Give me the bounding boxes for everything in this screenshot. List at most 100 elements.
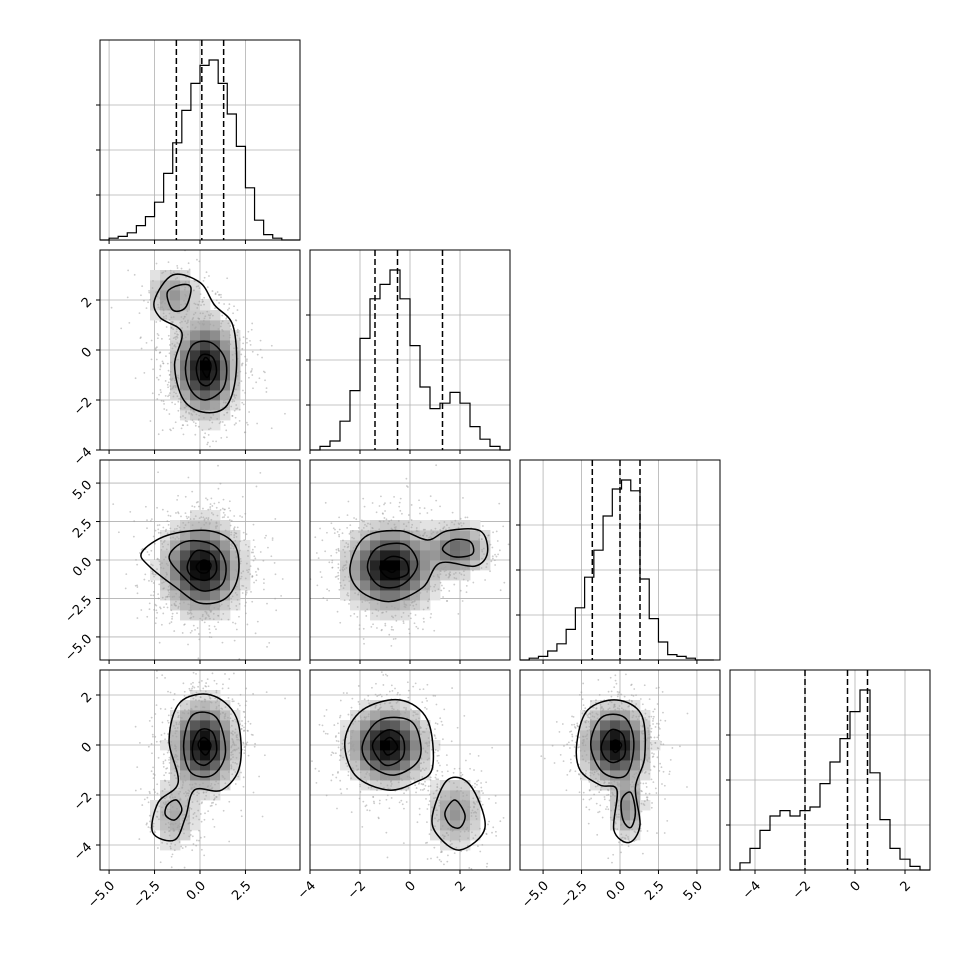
sample-point: [328, 589, 331, 592]
sample-point: [434, 589, 437, 592]
sample-point: [164, 395, 167, 397]
sample-point: [205, 517, 208, 520]
sample-point: [411, 523, 414, 526]
sample-point: [175, 723, 178, 726]
density-cell: [400, 560, 411, 571]
sample-point: [340, 584, 342, 587]
sample-point: [412, 714, 415, 717]
sample-point: [181, 389, 184, 391]
sample-point: [161, 841, 164, 844]
sample-point: [215, 706, 218, 708]
sample-point: [156, 337, 159, 340]
sample-point: [426, 683, 429, 686]
sample-point: [246, 623, 249, 626]
sample-point: [606, 805, 608, 808]
sample-point: [252, 523, 255, 526]
sample-point: [229, 524, 232, 527]
sample-point: [159, 563, 161, 566]
density-cell: [610, 780, 621, 791]
sample-point: [145, 307, 148, 310]
contour-line: [590, 713, 635, 779]
sample-point: [165, 562, 168, 565]
sample-point: [245, 743, 248, 746]
sample-point: [346, 765, 349, 768]
sample-point: [151, 570, 154, 573]
density-cell: [450, 570, 461, 581]
sample-point: [212, 801, 214, 804]
sample-point: [648, 698, 651, 700]
sample-point: [219, 421, 222, 423]
sample-point: [149, 826, 152, 829]
sample-point: [194, 303, 197, 306]
density-cell: [190, 530, 201, 541]
sample-point: [617, 790, 620, 793]
sample-point: [197, 303, 199, 306]
density-cell: [170, 710, 181, 721]
sample-point: [494, 830, 497, 833]
sample-point: [167, 381, 170, 384]
density-cell: [380, 580, 391, 591]
sample-point: [656, 747, 659, 749]
density-cell: [230, 550, 241, 561]
sample-point: [159, 707, 162, 710]
sample-point: [167, 585, 170, 588]
sample-point: [430, 532, 433, 535]
sample-point: [449, 829, 452, 831]
sample-point: [245, 360, 248, 362]
sample-point: [476, 800, 478, 803]
sample-point: [243, 746, 246, 749]
sample-point: [173, 528, 176, 530]
density-cell: [230, 530, 241, 541]
sample-point: [652, 765, 655, 768]
sample-point: [351, 729, 353, 732]
sample-point: [451, 842, 453, 845]
sample-point: [220, 296, 222, 299]
sample-point: [616, 707, 619, 710]
sample-point: [383, 517, 386, 519]
sample-point: [464, 568, 467, 571]
sample-point: [448, 526, 451, 529]
sample-point: [610, 701, 613, 704]
sample-point: [393, 711, 396, 714]
sample-point: [377, 694, 380, 697]
sample-point: [596, 717, 599, 720]
sample-point: [173, 379, 176, 382]
sample-point: [610, 809, 613, 812]
x-tick-label: −4: [740, 878, 764, 902]
sample-point: [409, 771, 411, 774]
density-cell: [160, 840, 171, 851]
sample-point: [204, 812, 206, 815]
contour-line: [384, 560, 399, 574]
density-cell: [430, 740, 441, 751]
sample-point: [447, 834, 450, 837]
sample-point: [205, 611, 208, 614]
sample-point: [230, 328, 233, 331]
sample-point: [638, 801, 640, 804]
sample-point: [162, 760, 165, 763]
contour-line: [197, 736, 212, 756]
sample-point: [226, 277, 229, 280]
density-cell: [420, 550, 431, 561]
sample-point: [349, 614, 352, 617]
density-cell: [450, 520, 461, 531]
sample-point: [384, 510, 386, 512]
sample-point: [178, 281, 181, 284]
sample-point: [254, 632, 257, 635]
sample-point: [217, 782, 220, 785]
sample-point: [464, 799, 466, 802]
density-cell: [180, 320, 191, 331]
sample-point: [176, 765, 179, 768]
sample-point: [257, 568, 260, 571]
sample-point: [469, 806, 471, 809]
sample-point: [631, 716, 634, 719]
sample-point: [183, 792, 185, 795]
sample-point: [213, 679, 216, 682]
sample-point: [427, 600, 429, 603]
density-cell: [630, 720, 641, 731]
sample-point: [439, 764, 441, 767]
sample-point: [240, 353, 243, 356]
sample-point: [350, 777, 353, 780]
sample-point: [197, 657, 200, 660]
sample-point: [168, 588, 171, 591]
sample-point: [203, 409, 206, 412]
